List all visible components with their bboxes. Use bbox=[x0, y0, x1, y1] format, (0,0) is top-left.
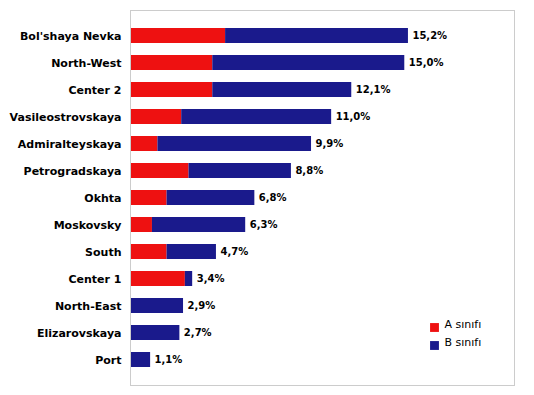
svg-text:Petrogradskaya: Petrogradskaya bbox=[24, 165, 122, 178]
svg-text:1,1%: 1,1% bbox=[155, 354, 183, 365]
svg-text:Center 1: Center 1 bbox=[69, 273, 122, 286]
svg-text:6,8%: 6,8% bbox=[259, 192, 287, 203]
svg-text:4,7%: 4,7% bbox=[220, 246, 248, 257]
svg-text:11,0%: 11,0% bbox=[336, 111, 371, 122]
svg-text:Center 2: Center 2 bbox=[69, 84, 122, 97]
svg-text:12,1%: 12,1% bbox=[356, 84, 391, 95]
svg-text:Admiralteyskaya: Admiralteyskaya bbox=[18, 138, 122, 151]
svg-text:9,9%: 9,9% bbox=[316, 138, 344, 149]
svg-text:North-West: North-West bbox=[51, 57, 121, 70]
svg-text:15,2%: 15,2% bbox=[412, 30, 447, 41]
svg-text:Bol'shaya Nevka: Bol'shaya Nevka bbox=[20, 30, 122, 43]
svg-text:B sınıfı: B sınıfı bbox=[445, 336, 482, 349]
svg-text:Moskovsky: Moskovsky bbox=[54, 219, 122, 232]
svg-text:A sınıfı: A sınıfı bbox=[445, 318, 482, 331]
svg-text:2,9%: 2,9% bbox=[188, 300, 216, 311]
svg-text:Elizarovskaya: Elizarovskaya bbox=[37, 327, 122, 340]
svg-text:2,7%: 2,7% bbox=[184, 327, 212, 338]
svg-text:15,0%: 15,0% bbox=[409, 57, 444, 68]
svg-text:Port: Port bbox=[95, 354, 121, 367]
svg-text:3,4%: 3,4% bbox=[197, 273, 225, 284]
svg-text:Okhta: Okhta bbox=[84, 192, 121, 205]
svg-text:6,3%: 6,3% bbox=[250, 219, 278, 230]
svg-text:8,8%: 8,8% bbox=[295, 165, 323, 176]
svg-text:North-East: North-East bbox=[55, 300, 122, 313]
svg-text:Vasileostrovskaya: Vasileostrovskaya bbox=[10, 111, 122, 124]
svg-text:South: South bbox=[85, 246, 121, 259]
